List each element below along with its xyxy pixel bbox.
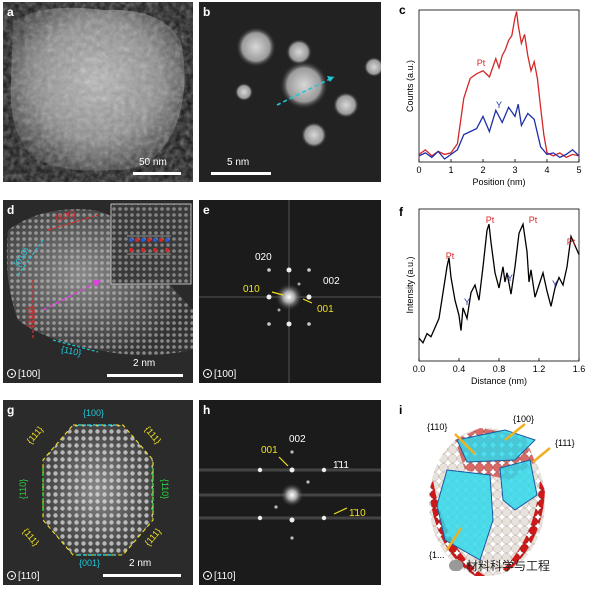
spot-label-111: 1̄11: [333, 460, 349, 471]
zone-axis-label: [110]: [7, 571, 40, 582]
zone-axis-text: [110]: [214, 571, 236, 582]
zone-axis-icon: [203, 571, 212, 580]
panel-d-atomic-image: d {100} {010} {001} {110} 2 nm [100]: [3, 200, 193, 383]
x-tick-label: 5: [576, 165, 581, 175]
x-tick-label: 1.6: [573, 364, 586, 374]
atomic-lattice-image: [6, 203, 193, 355]
facet-label-110-right: {110}: [160, 478, 171, 500]
panel-h-fft-image: h 002 001 1̄11 1̄10 [110]: [199, 400, 381, 585]
panel-a-haadf-image: a 50 nm: [3, 2, 193, 182]
zone-axis-label: [100]: [7, 369, 40, 380]
inset-atom-model: [127, 235, 171, 255]
panel-i-structure-model: i {110} {100} {111} {1... 材料科学与工程: [385, 400, 590, 589]
spot-label-020: 020: [255, 252, 272, 263]
x-tick-label: 1: [448, 165, 453, 175]
spot-label-110: 1̄10: [349, 508, 366, 519]
panel-label: d: [7, 203, 15, 217]
zone-axis-icon: [7, 571, 16, 580]
spot-label-001: 001: [261, 445, 278, 456]
facet-label-100: {100}: [83, 408, 105, 418]
panel-label: b: [203, 5, 211, 19]
facet-label-bottom: {1...: [429, 550, 445, 560]
fft-pattern: [199, 450, 381, 540]
line-scan-path: [276, 76, 335, 106]
panel-g-atomic-image: g {100} {111} {111} {110} {110} {111} {1…: [3, 400, 193, 585]
y-axis-label: Counts (a.u.): [405, 60, 415, 112]
scale-bar: [103, 574, 181, 577]
annotation-Y: Y: [507, 273, 513, 283]
y-axis-label: Intensity (a.u.): [405, 256, 415, 313]
scale-bar-label: 5 nm: [227, 157, 250, 168]
zone-axis-text: [110]: [18, 571, 40, 582]
zone-axis-text: [100]: [18, 369, 41, 380]
panel-label: a: [7, 5, 14, 19]
x-tick-label: 0.0: [413, 364, 426, 374]
zone-axis-icon: [7, 369, 16, 378]
spot-label-002: 002: [323, 276, 340, 287]
scale-bar-label: 2 nm: [129, 558, 152, 569]
zone-axis-icon: [203, 369, 212, 378]
scale-bar-label: 50 nm: [139, 157, 167, 168]
series-line-profile: [418, 221, 580, 345]
facet-label-110-left: {110}: [18, 478, 29, 500]
x-tick-label: 3: [512, 165, 517, 175]
spot-label-010: 010: [243, 284, 260, 295]
facet-label-100: {100}: [513, 414, 535, 424]
watermark: 材料科学与工程: [449, 557, 550, 574]
zone-axis-label: [110]: [203, 571, 236, 582]
x-tick-label: 0.4: [453, 364, 466, 374]
facet-label-111: {111}: [555, 438, 575, 448]
chart-f-svg: 0.0 0.4 0.8 1.2 1.6 Distance (nm) Intensity (a…: [405, 208, 586, 386]
scale-bar-label: 2 nm: [133, 358, 156, 369]
panel-label: h: [203, 403, 211, 417]
watermark-text: 材料科学与工程: [466, 559, 551, 573]
spot-label-002: 002: [289, 434, 306, 445]
panel-label: e: [203, 203, 210, 217]
x-tick-label: 1.2: [533, 364, 546, 374]
panel-b-haadf-image: b 5 nm: [199, 2, 381, 182]
chart-c-svg: 0 1 2 3 4 5 Position (nm) Counts (a.u.) Pt Y: [405, 9, 582, 187]
x-axis-label: Position (nm): [472, 177, 525, 187]
octahedral-particle-image: [42, 424, 154, 556]
annotation-Y: Y: [464, 297, 470, 307]
plot-frame: [418, 9, 580, 163]
x-tick-label: 0.8: [493, 364, 506, 374]
facet-label-001: {001}: [26, 306, 37, 328]
fft-pattern: [199, 200, 381, 383]
spot-label-001: 001: [317, 304, 334, 315]
annotation-Pt: Pt: [446, 251, 455, 261]
panel-f-line-chart: f 0.0 0.4 0.8 1.2 1.6 Distance (nm) Intensity …: [385, 197, 590, 394]
facet-label-001: {001}: [79, 558, 101, 568]
scale-bar: [211, 172, 271, 175]
zone-axis-text: [100]: [214, 369, 237, 380]
x-axis-label: Distance (nm): [471, 376, 527, 386]
series-line-Pt: [418, 11, 580, 159]
nanoparticle-aggregate-image: [3, 2, 193, 182]
annotation-Pt: Pt: [567, 237, 576, 247]
wechat-icon: [449, 560, 463, 571]
scale-bar: [107, 374, 183, 377]
nanoparticles-image: [235, 27, 381, 148]
panel-label: f: [399, 205, 403, 219]
scale-bar: [133, 172, 181, 175]
particle-model-3d: [429, 423, 551, 576]
zone-axis-label: [100]: [203, 369, 236, 380]
annotation-Pt: Pt: [486, 215, 495, 225]
x-tick-label: 0: [416, 165, 421, 175]
panel-label: i: [399, 403, 403, 417]
panel-label: c: [399, 3, 406, 17]
x-tick-label: 2: [480, 165, 485, 175]
series-line-Y: [418, 104, 580, 160]
panel-c-line-chart: c 0 1 2 3 4 5 Position (nm) Counts (a.u.) Pt Y: [385, 0, 590, 195]
panel-e-fft-image: e 020 010 002 001 [100]: [199, 200, 381, 383]
annotation-Y: Y: [552, 279, 558, 289]
x-tick-label: 4: [544, 165, 549, 175]
annotation-Pt: Pt: [529, 215, 538, 225]
annotation-Pt: Pt: [477, 58, 486, 68]
panel-label: g: [7, 403, 15, 417]
annotation-Y: Y: [496, 100, 502, 110]
facet-label-110: {110}: [427, 422, 448, 432]
